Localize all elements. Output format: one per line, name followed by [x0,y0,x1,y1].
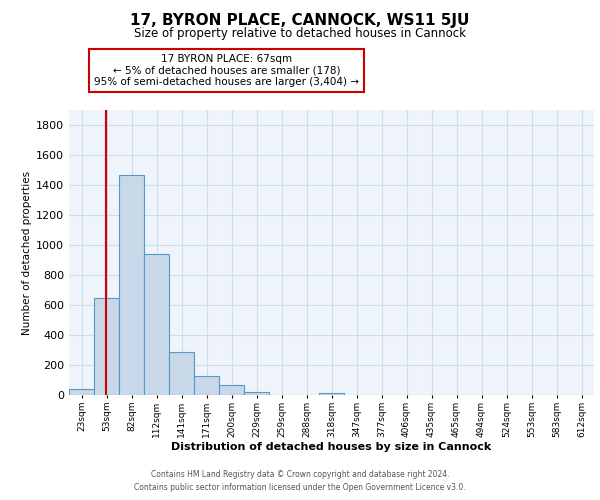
Text: 17, BYRON PLACE, CANNOCK, WS11 5JU: 17, BYRON PLACE, CANNOCK, WS11 5JU [130,12,470,28]
Bar [244,392,269,395]
Bar [69,389,94,395]
Text: 17 BYRON PLACE: 67sqm
← 5% of detached houses are smaller (178)
95% of semi-deta: 17 BYRON PLACE: 67sqm ← 5% of detached h… [94,54,359,87]
Bar [319,393,344,395]
Bar [219,385,244,395]
Y-axis label: Number of detached properties: Number of detached properties [22,170,32,334]
Bar [94,298,119,395]
Text: Size of property relative to detached houses in Cannock: Size of property relative to detached ho… [134,28,466,40]
Bar [194,376,219,395]
Text: Contains HM Land Registry data © Crown copyright and database right 2024.
Contai: Contains HM Land Registry data © Crown c… [134,470,466,492]
Bar [144,254,169,395]
X-axis label: Distribution of detached houses by size in Cannock: Distribution of detached houses by size … [172,442,491,452]
Bar [169,352,194,395]
Bar [119,174,144,395]
